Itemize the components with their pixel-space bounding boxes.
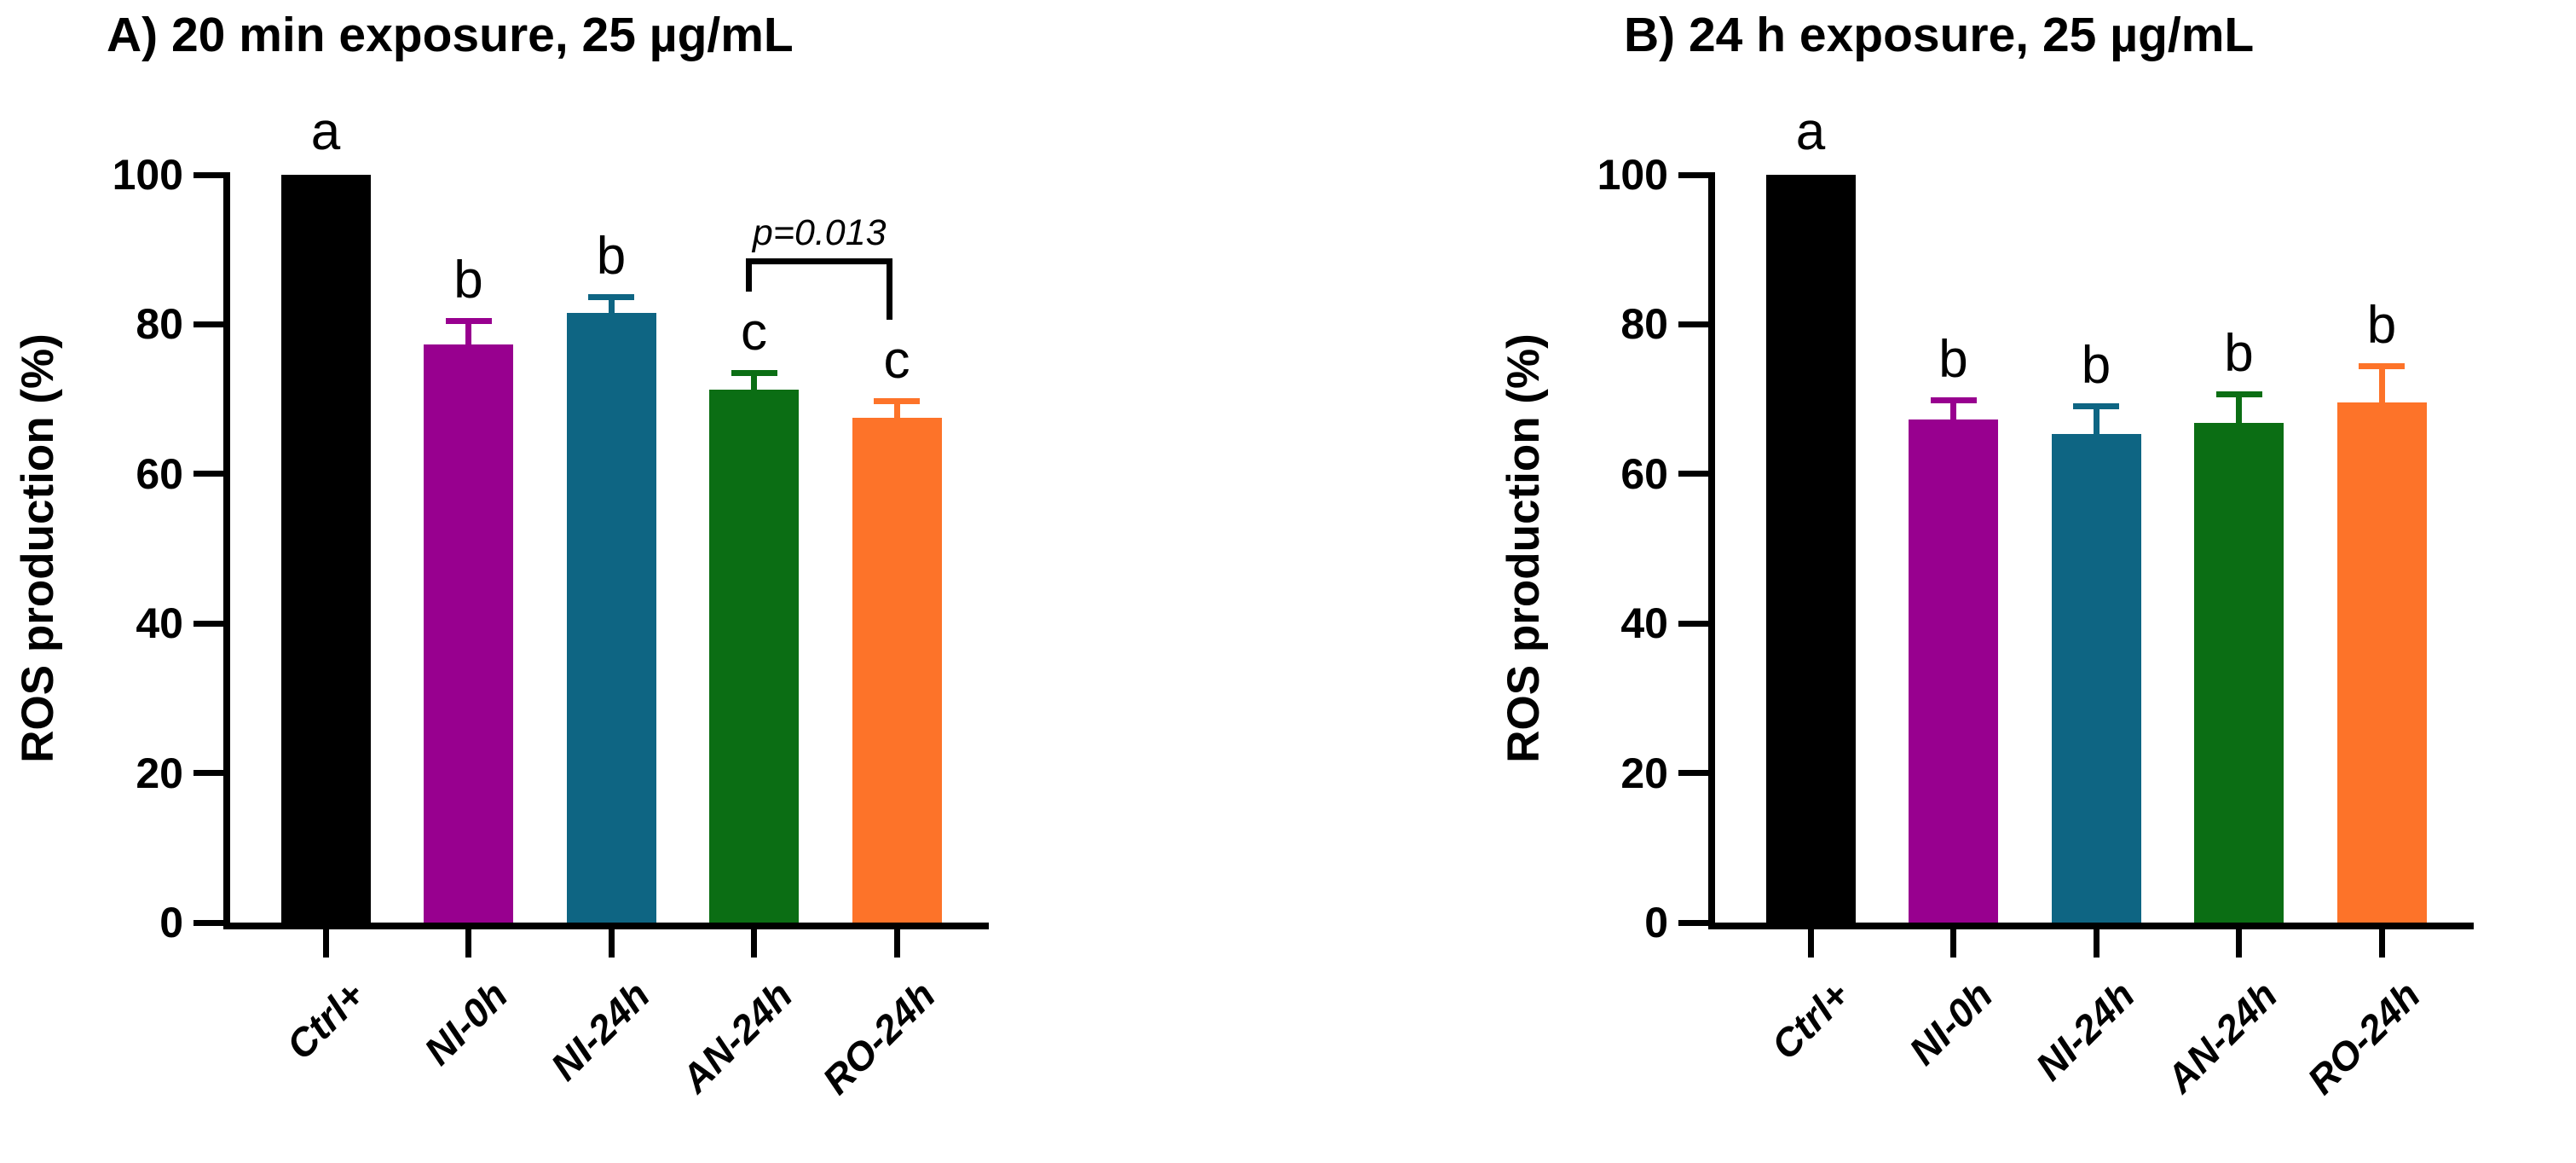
x-tick-label: AN-24h — [2157, 972, 2286, 1102]
x-tick-label: RO-24h — [2299, 972, 2429, 1103]
y-axis-line — [1708, 171, 1715, 929]
error-bar-cap — [731, 370, 777, 377]
bar-ctrl- — [280, 175, 371, 923]
bar-an-24h — [709, 389, 799, 923]
significance-letter: c — [741, 303, 767, 362]
x-tick-mark — [751, 929, 757, 958]
y-tick-label: 60 — [1620, 449, 1668, 498]
significance-letter: b — [453, 250, 483, 310]
bar-ro-24h — [852, 418, 942, 923]
y-tick-label: 20 — [1620, 749, 1668, 797]
y-tick-mark — [1678, 770, 1708, 777]
x-tick-mark — [1950, 929, 1956, 958]
x-axis-line — [223, 923, 989, 929]
y-tick-mark — [193, 770, 223, 777]
error-bar-whisker — [2236, 396, 2242, 436]
y-tick-label: 40 — [136, 599, 183, 648]
significance-letter: b — [2366, 296, 2397, 356]
panel-a-title: A) 20 min exposure, 25 µg/mL — [107, 8, 794, 62]
y-axis-line — [223, 171, 230, 929]
bar-ni-0h — [1909, 419, 1998, 923]
x-axis-line — [1708, 923, 2474, 929]
y-tick-mark — [1678, 321, 1708, 327]
error-bar-whisker — [751, 375, 757, 402]
significance-bracket-left-leg — [745, 258, 752, 292]
bar-ni-24h — [566, 313, 656, 923]
y-tick-mark — [193, 471, 223, 477]
y-tick-label: 0 — [159, 899, 183, 946]
x-tick-label: NI-24h — [2027, 972, 2144, 1089]
p-value-label: p=0.013 — [752, 212, 887, 253]
x-tick-mark — [2378, 929, 2385, 958]
error-bar-cap — [445, 317, 492, 324]
y-tick-label: 0 — [1644, 899, 1668, 946]
y-tick-mark — [1678, 919, 1708, 926]
x-tick-mark — [1807, 929, 1814, 958]
y-tick-label: 20 — [136, 749, 183, 797]
x-tick-mark — [465, 929, 471, 958]
error-bar-whisker — [465, 322, 471, 357]
y-tick-label: 100 — [1597, 151, 1668, 199]
y-tick-mark — [193, 620, 223, 627]
error-bar-cap — [2073, 402, 2119, 409]
y-tick-mark — [1678, 471, 1708, 477]
x-tick-mark — [2093, 929, 2099, 958]
error-bar-cap — [2359, 363, 2405, 370]
y-tick-mark — [193, 171, 223, 178]
bar-ni-24h — [2051, 434, 2141, 923]
significance-letter: c — [883, 331, 910, 391]
error-bar-whisker — [608, 299, 615, 326]
y-tick-label: 60 — [136, 449, 183, 498]
bar-ni-0h — [424, 344, 513, 923]
bar-ctrl- — [1765, 175, 1856, 923]
significance-letter: b — [596, 227, 627, 286]
panel-b-y-axis-label: ROS production (%) — [1499, 333, 1549, 763]
x-tick-label: Ctrl+ — [1762, 972, 1858, 1068]
error-bar-cap — [588, 294, 634, 301]
error-bar-whisker — [1950, 402, 1956, 431]
x-tick-mark — [893, 929, 900, 958]
x-tick-mark — [608, 929, 615, 958]
error-bar-whisker — [2378, 368, 2385, 415]
y-tick-label: 80 — [136, 300, 183, 349]
error-bar-whisker — [2093, 408, 2099, 447]
error-bar-whisker — [893, 403, 900, 431]
bar-ro-24h — [2336, 402, 2427, 923]
x-tick-mark — [2236, 929, 2242, 958]
significance-letter: b — [2224, 324, 2254, 384]
y-tick-mark — [193, 919, 223, 926]
error-bar-cap — [1930, 397, 1977, 404]
error-bar-cap — [2215, 391, 2262, 398]
x-tick-label: NI-0h — [1899, 972, 2001, 1073]
y-tick-mark — [1678, 171, 1708, 178]
panel-b-title: B) 24 h exposure, 25 µg/mL — [1624, 8, 2255, 62]
error-bar-cap — [874, 398, 920, 405]
significance-letter: a — [310, 102, 341, 161]
significance-letter: a — [1795, 102, 1826, 161]
x-tick-mark — [322, 929, 329, 958]
significance-bracket-right-leg — [887, 258, 892, 321]
y-tick-mark — [1678, 620, 1708, 627]
significance-letter: b — [1938, 330, 1968, 390]
y-tick-label: 100 — [112, 151, 183, 199]
y-tick-label: 80 — [1620, 300, 1668, 349]
significance-bracket-top — [745, 258, 892, 264]
y-tick-mark — [193, 321, 223, 327]
significance-letter: b — [2081, 335, 2111, 395]
bar-an-24h — [2194, 423, 2284, 923]
y-tick-label: 40 — [1620, 599, 1668, 648]
